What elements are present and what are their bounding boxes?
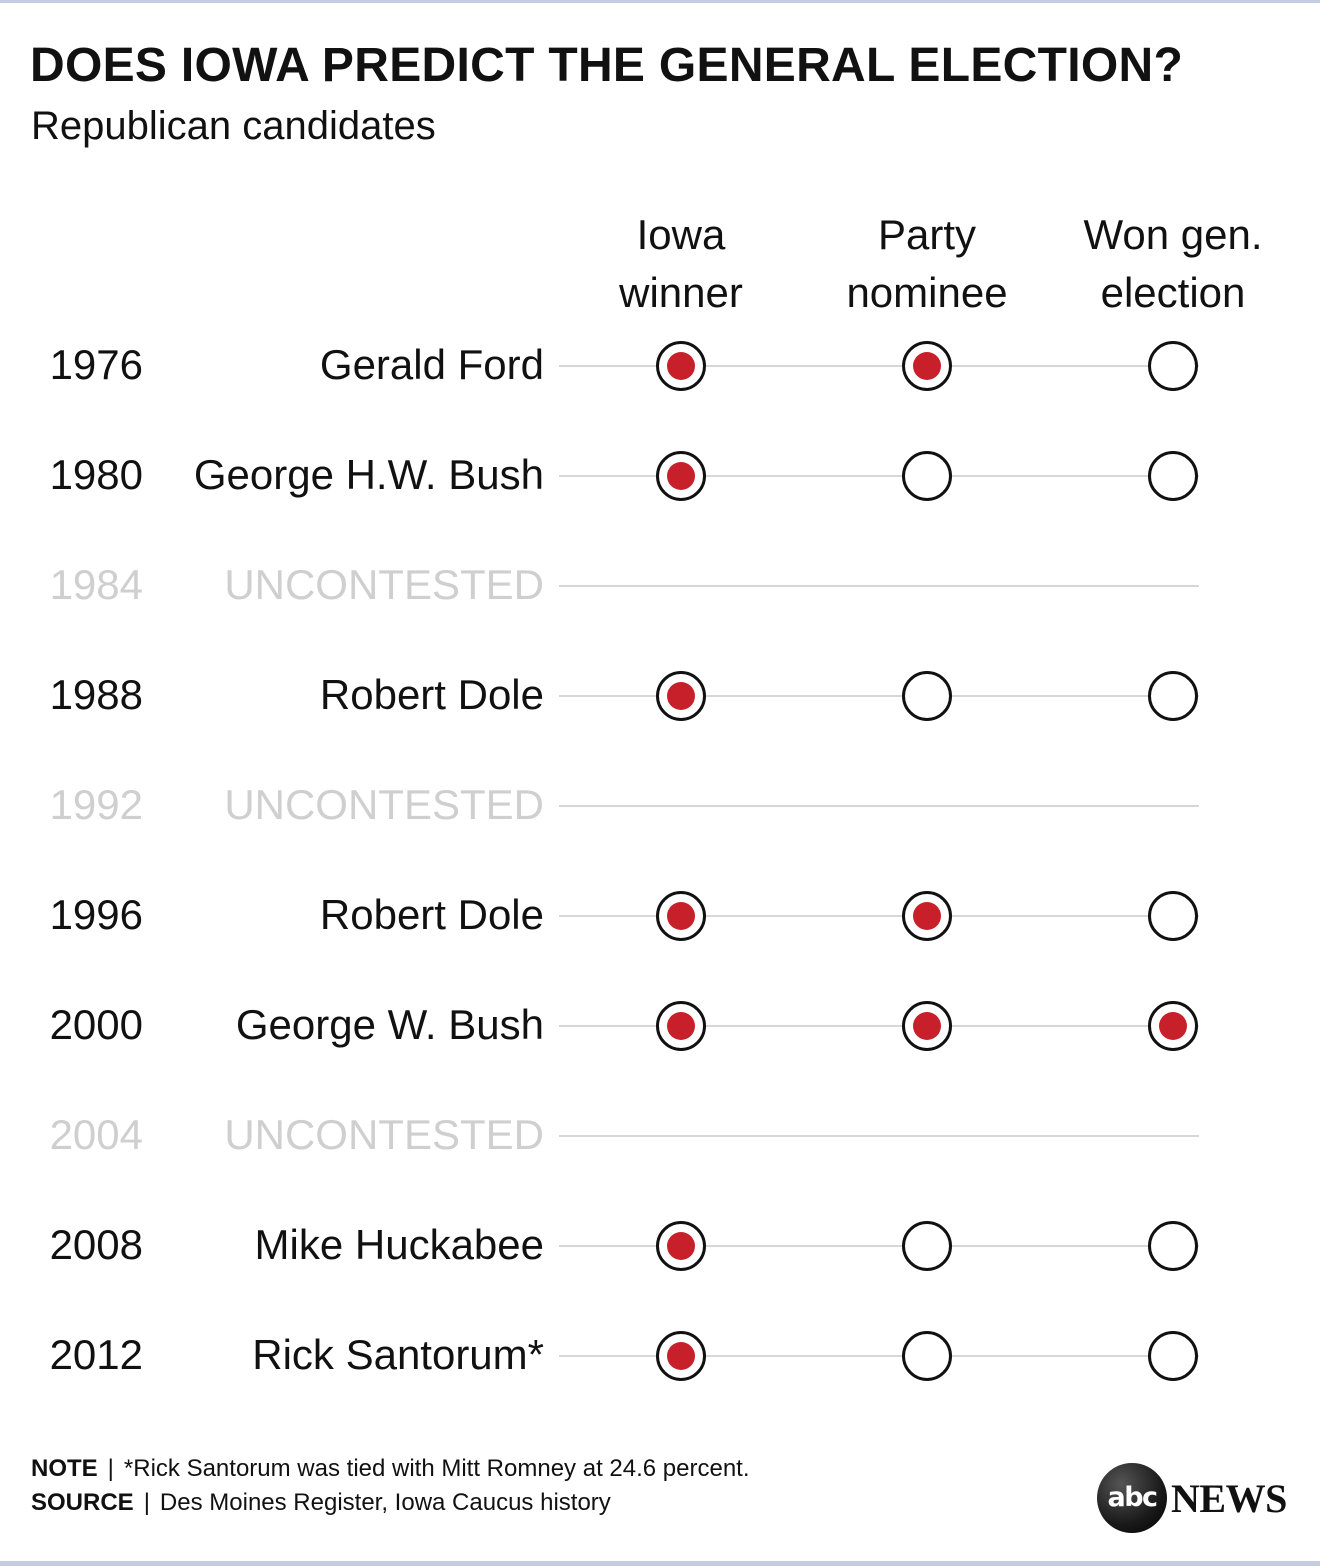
row-year: 2008 [49, 1221, 143, 1268]
uncontested-label: UNCONTESTED [224, 781, 544, 828]
row-year: 1988 [49, 671, 143, 718]
note-text: *Rick Santorum was tied with Mitt Romney… [123, 1455, 750, 1482]
column-header-line: Iowa [636, 211, 726, 258]
row-rule [559, 695, 1199, 697]
candidate-name: George W. Bush [235, 1001, 544, 1048]
empty-dot-won-general [1148, 891, 1198, 941]
candidate-name: Robert Dole [319, 671, 544, 718]
column-header-line: nominee [846, 269, 1008, 316]
separator: | [143, 1489, 150, 1516]
filled-dot-won-general [1148, 1001, 1198, 1051]
row-year: 1984 [49, 561, 143, 608]
filled-dot-party-nominee [902, 891, 952, 941]
bottom-border [0, 1561, 1320, 1566]
filled-dot-party-nominee [902, 1001, 952, 1051]
empty-dot-won-general [1148, 341, 1198, 391]
row-year: 2000 [49, 1001, 143, 1048]
empty-dot-party-nominee [902, 671, 952, 721]
uncontested-label: UNCONTESTED [224, 561, 544, 608]
candidate-name: Mike Huckabee [254, 1221, 544, 1268]
row-year: 1976 [49, 341, 143, 388]
candidate-name: Rick Santorum* [252, 1331, 544, 1378]
candidate-name: Robert Dole [319, 891, 544, 938]
row-year: 1996 [49, 891, 143, 938]
filled-dot-iowa-winner [656, 1331, 706, 1381]
row-rule [559, 365, 1199, 367]
uncontested-label: UNCONTESTED [224, 1111, 544, 1158]
column-header-line: election [1100, 269, 1246, 316]
row-rule [559, 1245, 1199, 1247]
row-rule [559, 1025, 1199, 1027]
top-border [0, 0, 1320, 3]
candidate-name: Gerald Ford [319, 341, 544, 388]
row-year: 2012 [49, 1331, 143, 1378]
footer-source: SOURCE | Des Moines Register, Iowa Caucus … [31, 1489, 611, 1517]
row-rule [559, 1355, 1199, 1357]
filled-dot-iowa-winner [656, 451, 706, 501]
column-header-line: winner [619, 269, 743, 316]
empty-dot-won-general [1148, 671, 1198, 721]
note-label: NOTE [31, 1455, 98, 1482]
news-wordmark: NEWS [1171, 1476, 1287, 1521]
row-rule [559, 1135, 1199, 1137]
row-year: 1992 [49, 781, 143, 828]
filled-dot-iowa-winner [656, 671, 706, 721]
column-header-won-general-election: Won gen. election [1043, 206, 1303, 322]
source-label: SOURCE [31, 1489, 134, 1516]
filled-dot-iowa-winner [656, 341, 706, 391]
candidate-name: George H.W. Bush [193, 451, 544, 498]
row-rule [559, 915, 1199, 917]
chart-title: DOES IOWA PREDICT THE GENERAL ELECTION? [30, 39, 1184, 92]
empty-dot-won-general [1148, 1221, 1198, 1271]
filled-dot-iowa-winner [656, 1001, 706, 1051]
row-rule [559, 585, 1199, 587]
empty-dot-won-general [1148, 451, 1198, 501]
row-rule [559, 475, 1199, 477]
abc-logo-mark: abc [1097, 1463, 1167, 1533]
empty-dot-party-nominee [902, 451, 952, 501]
column-header-line: Won gen. [1083, 211, 1263, 258]
row-year: 2004 [49, 1111, 143, 1158]
column-header-line: Party [877, 211, 977, 258]
empty-dot-party-nominee [902, 1221, 952, 1271]
row-year: 1980 [49, 451, 143, 498]
filled-dot-iowa-winner [656, 1221, 706, 1271]
empty-dot-party-nominee [902, 1331, 952, 1381]
empty-dot-won-general [1148, 1331, 1198, 1381]
row-rule [559, 805, 1199, 807]
footer-note: NOTE | *Rick Santorum was tied with Mitt R… [31, 1455, 750, 1483]
column-header-party-nominee: Party nominee [797, 206, 1057, 322]
column-header-iowa-winner: Iowa winner [551, 206, 811, 322]
chart-subtitle: Republican candidates [31, 104, 436, 148]
filled-dot-party-nominee [902, 341, 952, 391]
separator: | [107, 1455, 114, 1482]
filled-dot-iowa-winner [656, 891, 706, 941]
source-text: Des Moines Register, Iowa Caucus history [159, 1489, 611, 1516]
